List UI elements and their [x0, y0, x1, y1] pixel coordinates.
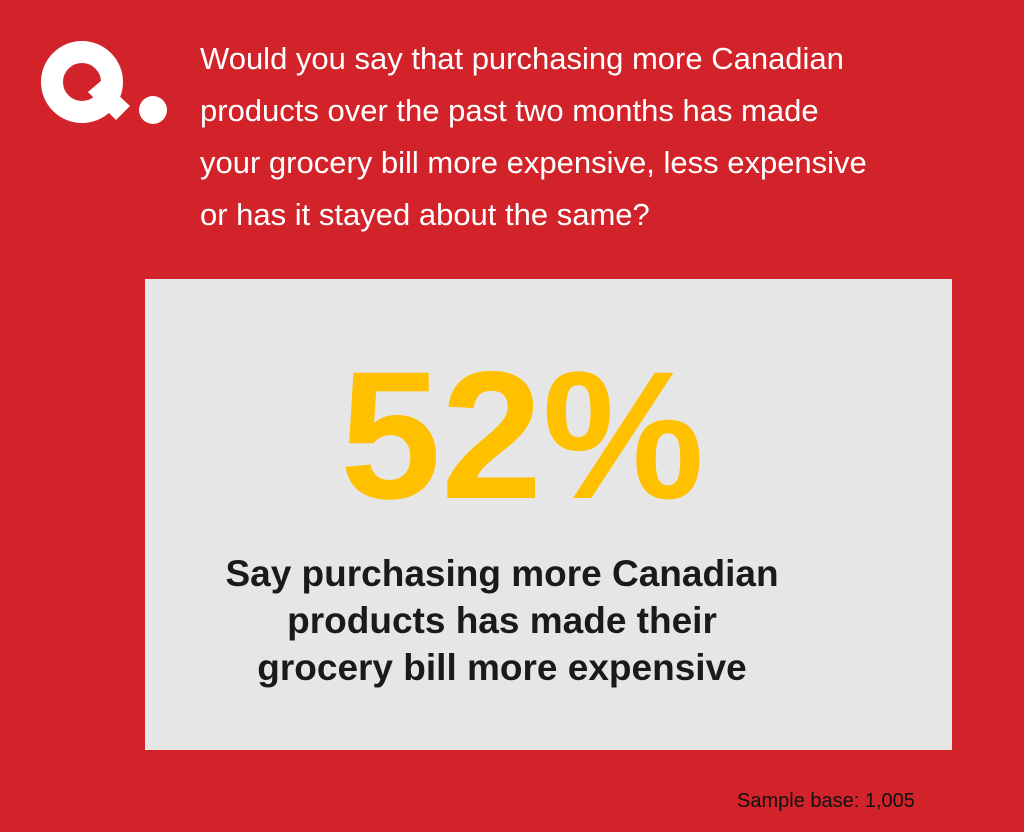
caption-line: products has made their: [287, 600, 717, 641]
question-line: your grocery bill more expensive, less e…: [200, 145, 867, 180]
caption-line: grocery bill more expensive: [257, 647, 747, 688]
result-panel: [145, 279, 952, 750]
question-line: products over the past two months has ma…: [200, 93, 819, 128]
question-line: Would you say that purchasing more Canad…: [200, 41, 844, 76]
stat-percentage: 52%: [339, 333, 705, 537]
question-line: or has it stayed about the same?: [200, 197, 650, 232]
caption-line: Say purchasing more Canadian: [225, 553, 779, 594]
stat-caption: Say purchasing more Canadian products ha…: [0, 550, 1024, 691]
question-text: Would you say that purchasing more Canad…: [200, 33, 1000, 241]
q-logo: [41, 41, 167, 124]
sample-base: Sample base: 1,005: [737, 790, 915, 812]
